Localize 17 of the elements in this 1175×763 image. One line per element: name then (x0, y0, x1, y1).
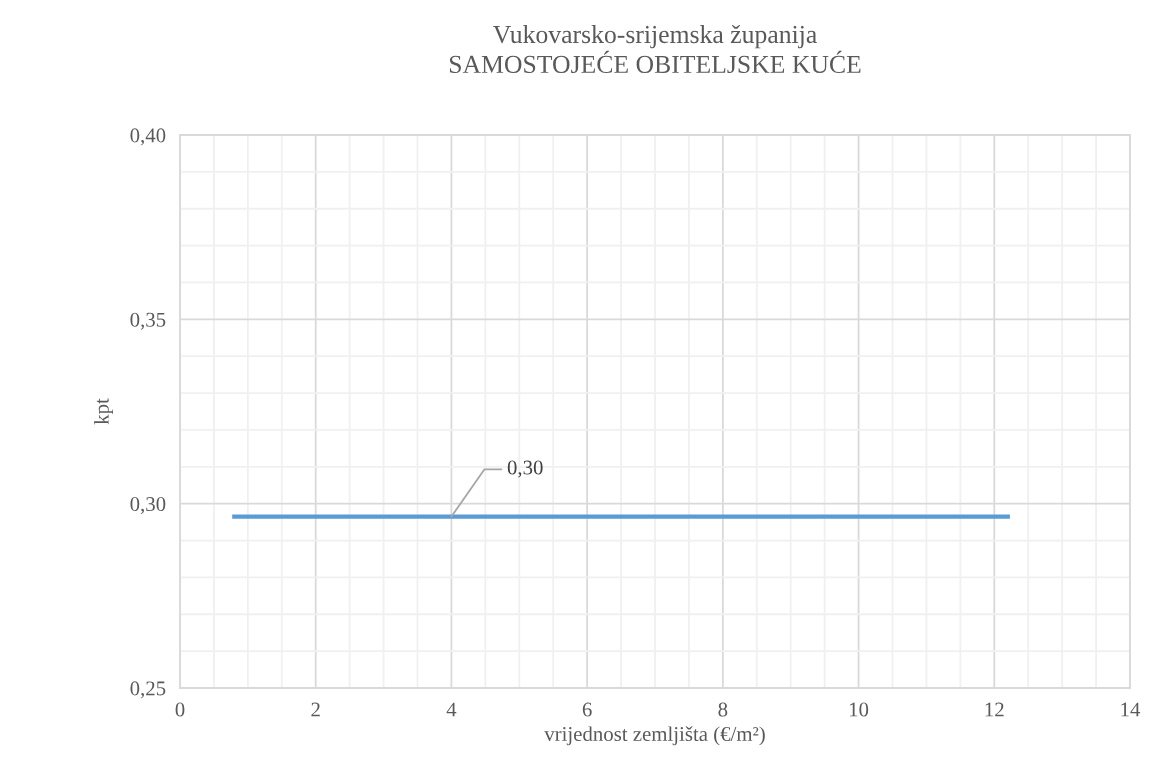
y-tick-label: 0,30 (130, 497, 166, 515)
x-tick-label: 8 (718, 702, 728, 717)
x-tick-label: 14 (1121, 702, 1141, 717)
y-axis-title: kpt (94, 398, 113, 425)
y-tick-label: 0,25 (130, 681, 166, 699)
chart-subtitle: SAMOSTOJEĆE OBITELJSKE KUĆE (449, 50, 861, 74)
y-tick-label: 0,35 (130, 312, 166, 330)
x-tick-label: 2 (311, 702, 320, 717)
x-tick-label: 4 (446, 702, 457, 717)
chart-title: Vukovarsko-srijemska županija (493, 25, 817, 49)
x-tick-label: 12 (985, 702, 1004, 717)
x-axis-title: vrijednost zemljišta (€/m²) (544, 726, 765, 746)
annotation: 0,30 (507, 460, 543, 478)
x-tick-label: 0 (175, 702, 185, 717)
x-tick-label: 6 (582, 702, 592, 717)
x-tick-label: 10 (849, 702, 869, 717)
y-tick-label: 0,40 (130, 128, 166, 146)
